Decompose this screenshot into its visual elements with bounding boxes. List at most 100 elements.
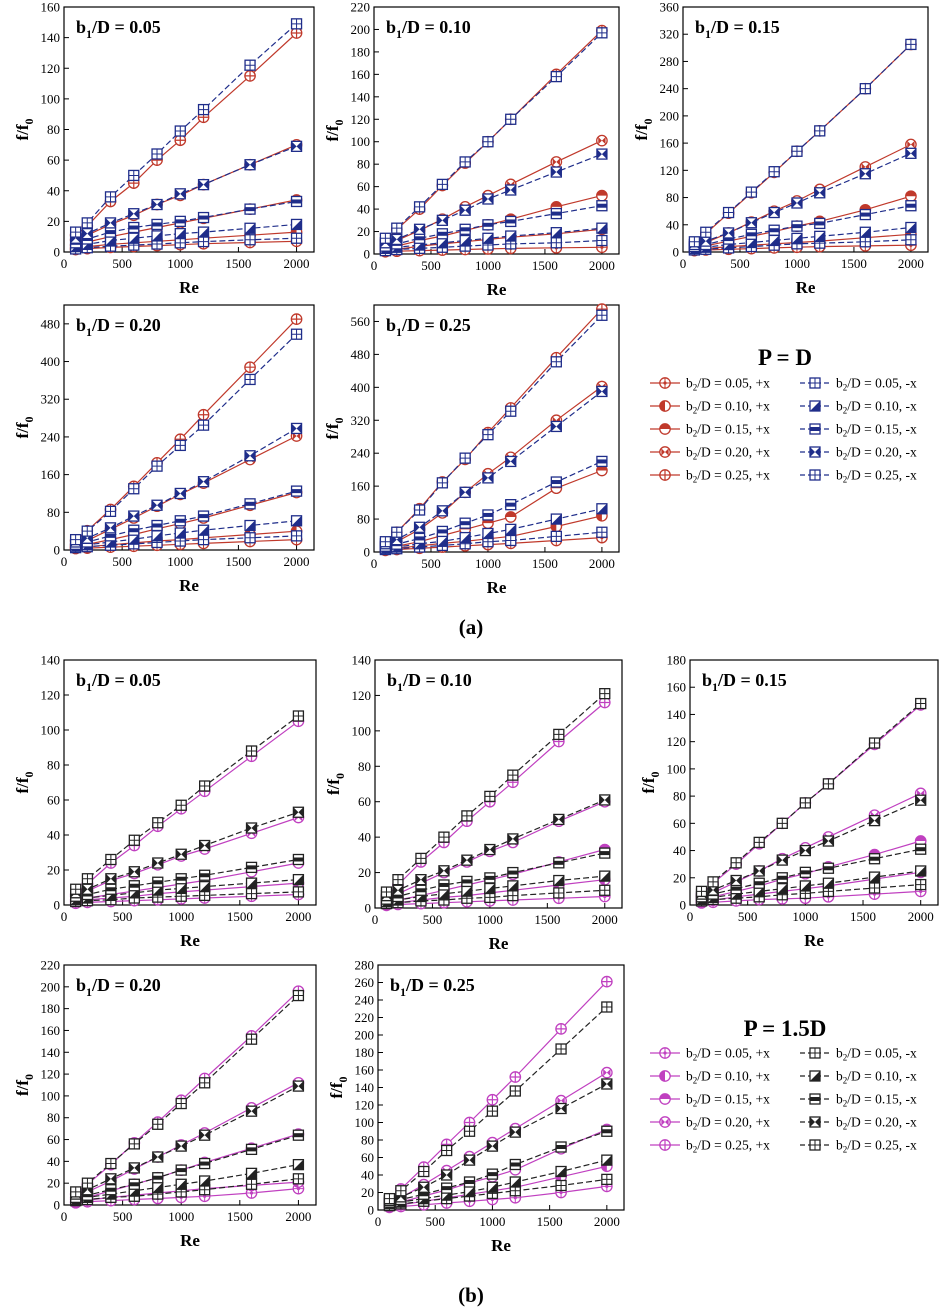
- data-point: [152, 1118, 164, 1130]
- y-tick-label: 0: [54, 1198, 61, 1213]
- data-point: [199, 780, 211, 792]
- data-point: [822, 778, 835, 790]
- data-point: [245, 1167, 258, 1180]
- data-point: [868, 871, 881, 883]
- series-line: [386, 799, 606, 897]
- data-point: [509, 1158, 521, 1171]
- data-point: [438, 831, 450, 843]
- legend-label: b2/D = 0.20, +x: [686, 1115, 770, 1132]
- y-tick-label: 120: [355, 1098, 375, 1113]
- legend-label: b2/D = 0.20, +x: [686, 445, 770, 462]
- data-point: [596, 503, 608, 515]
- data-point: [391, 233, 403, 246]
- y-tick-label: 160: [41, 1023, 61, 1038]
- x-tick-label: 500: [738, 909, 758, 924]
- data-point: [175, 882, 187, 895]
- data-point: [730, 874, 742, 887]
- data-point: [174, 527, 186, 539]
- data-point: [197, 533, 210, 546]
- y-tick-label: 60: [361, 1150, 374, 1165]
- data-point: [707, 876, 719, 888]
- data-point: [776, 817, 788, 829]
- panel-title: b1/D = 0.25: [386, 315, 471, 339]
- legend-marker: [809, 423, 821, 435]
- y-tick-label: 120: [667, 734, 687, 749]
- data-point: [105, 1173, 117, 1185]
- series-line: [75, 145, 297, 239]
- data-point: [505, 523, 517, 536]
- series-line: [701, 703, 922, 892]
- y-tick-label: 20: [357, 224, 370, 239]
- data-point: [128, 208, 140, 220]
- x-axis-label: Re: [179, 278, 199, 297]
- data-point: [128, 510, 140, 522]
- y-tick-label: 140: [41, 30, 61, 45]
- y-tick-label: 100: [41, 91, 61, 106]
- data-point: [199, 869, 211, 881]
- legend-label: b2/D = 0.05, -x: [836, 376, 917, 393]
- data-point: [292, 1129, 305, 1141]
- chart-panel-1: 0 20 40 60 80 100 120 140 160 0 500 1000 1500 2000 Re f…: [13, 0, 315, 297]
- data-point: [905, 200, 917, 212]
- data-point: [915, 697, 927, 710]
- data-point: [175, 1178, 187, 1190]
- data-point: [105, 853, 117, 866]
- data-point: [553, 887, 565, 899]
- data-point: [128, 880, 140, 892]
- data-point: [81, 217, 93, 229]
- data-point: [197, 476, 210, 488]
- y-tick-label: 140: [41, 1045, 61, 1060]
- data-point: [245, 822, 258, 834]
- panel-title: b1/D = 0.15: [695, 17, 780, 41]
- data-point: [174, 487, 186, 500]
- data-point: [555, 1102, 567, 1115]
- y-tick-label: 0: [54, 898, 61, 913]
- data-point: [915, 843, 927, 855]
- data-point: [459, 517, 471, 529]
- data-point: [290, 232, 303, 244]
- data-point: [791, 145, 803, 157]
- data-point: [244, 203, 256, 215]
- data-point: [436, 477, 449, 489]
- data-point: [463, 1125, 476, 1137]
- y-tick-label: 360: [660, 0, 680, 15]
- data-point: [197, 103, 210, 116]
- x-axis-label: Re: [804, 931, 824, 950]
- x-tick-label: 2000: [898, 256, 924, 271]
- data-point: [290, 422, 303, 435]
- data-point: [105, 1157, 117, 1170]
- plot-frame: [63, 304, 315, 551]
- x-tick-label: 1500: [225, 554, 251, 569]
- data-point: [441, 1169, 453, 1181]
- data-point: [438, 879, 450, 891]
- series-line: [385, 227, 602, 249]
- y-tick-label: 20: [358, 865, 371, 880]
- data-point: [596, 189, 608, 202]
- y-tick-label: 240: [41, 429, 61, 444]
- data-point: [459, 204, 471, 216]
- legend-marker: [809, 1139, 821, 1151]
- data-point: [555, 1165, 567, 1178]
- data-point: [745, 217, 758, 229]
- data-point: [859, 83, 871, 95]
- x-tick-label: 2000: [908, 909, 934, 924]
- data-point: [174, 439, 186, 452]
- panel-title: b1/D = 0.20: [76, 315, 161, 339]
- data-point: [199, 1077, 211, 1089]
- data-point: [245, 745, 258, 757]
- data-point: [197, 419, 210, 431]
- data-point: [104, 217, 117, 229]
- y-tick-label: 160: [351, 67, 371, 82]
- data-point: [151, 519, 163, 532]
- x-tick-label: 1000: [477, 912, 503, 927]
- data-point: [128, 169, 140, 182]
- data-point: [152, 1172, 164, 1184]
- y-tick-label: 0: [54, 543, 61, 558]
- legend-label: b2/D = 0.25, +x: [686, 468, 770, 485]
- y-tick-label: 60: [47, 153, 60, 168]
- x-tick-label: 1000: [167, 554, 193, 569]
- data-point: [596, 455, 608, 468]
- data-point: [555, 1179, 567, 1192]
- data-point: [413, 201, 426, 213]
- data-point: [599, 688, 611, 700]
